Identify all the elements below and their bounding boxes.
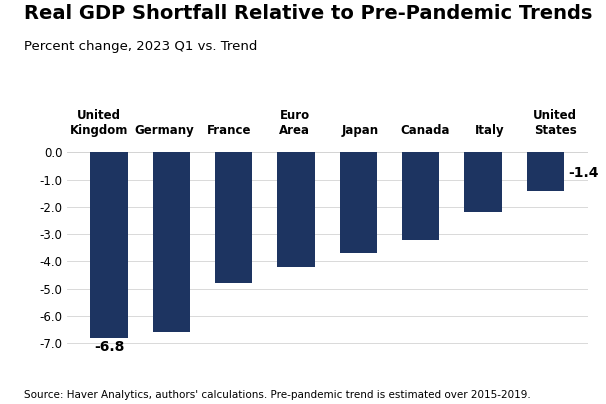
Bar — [340, 152, 377, 253]
Text: France: France — [207, 124, 251, 137]
Bar — [215, 152, 253, 283]
Text: Italy: Italy — [475, 124, 505, 137]
Text: Canada: Canada — [400, 124, 450, 137]
Text: Japan: Japan — [341, 124, 378, 137]
Bar — [527, 152, 564, 191]
Text: -1.4: -1.4 — [568, 166, 598, 180]
Bar — [402, 152, 439, 240]
Text: United
States: United States — [533, 109, 578, 137]
Text: United
Kingdom: United Kingdom — [70, 109, 128, 137]
Bar — [278, 152, 315, 267]
Bar — [90, 152, 128, 338]
Text: -6.8: -6.8 — [94, 340, 124, 354]
Text: Source: Haver Analytics, authors' calculations. Pre-pandemic trend is estimated : Source: Haver Analytics, authors' calcul… — [24, 390, 531, 400]
Text: Germany: Germany — [135, 124, 195, 137]
Text: Percent change, 2023 Q1 vs. Trend: Percent change, 2023 Q1 vs. Trend — [24, 40, 258, 53]
Bar — [464, 152, 502, 213]
Bar — [153, 152, 190, 332]
Text: Real GDP Shortfall Relative to Pre-Pandemic Trends: Real GDP Shortfall Relative to Pre-Pande… — [24, 4, 593, 23]
Text: Euro
Area: Euro Area — [279, 109, 310, 137]
